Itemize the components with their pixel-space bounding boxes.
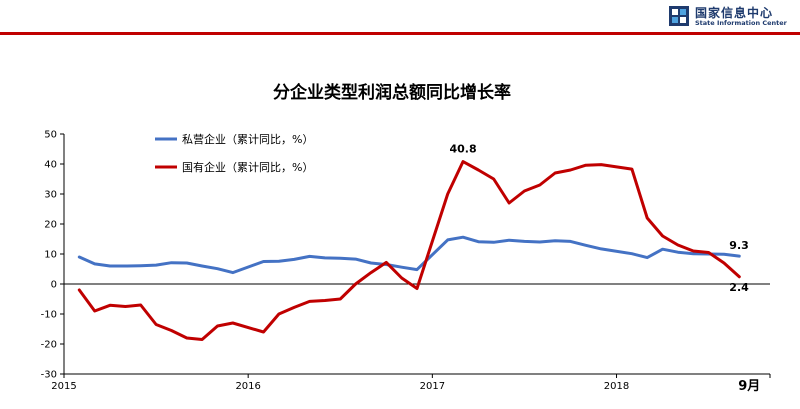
y-tick-label: -10 [41, 310, 57, 321]
series-line-private [77, 235, 741, 275]
series-group [77, 160, 741, 341]
state-info-center-logo-icon [669, 6, 689, 26]
logo-text-en: State Information Center [695, 19, 787, 27]
y-tick-label: 30 [44, 190, 57, 201]
x-tick-label: 2017 [420, 381, 445, 392]
x-tick-label: 2015 [51, 381, 76, 392]
y-tick-label: 10 [44, 250, 57, 261]
y-tick-label: 20 [44, 220, 57, 231]
y-tick-label: -30 [41, 370, 57, 381]
legend: 私营企业（累计同比，%） 国有企业（累计同比，%） [155, 132, 313, 174]
series-line-state [77, 160, 741, 341]
end-month-label: 9月 [738, 379, 760, 394]
y-tick-label: -20 [41, 340, 57, 351]
legend-label: 私营企业（累计同比，%） [182, 132, 313, 146]
legend-label: 国有企业（累计同比，%） [182, 160, 313, 174]
state-end-label: 2.4 [729, 281, 749, 294]
chart-title: 分企业类型利润总额同比增长率 [273, 82, 511, 103]
x-tick-label: 2016 [235, 381, 260, 392]
y-tick-label: 0 [51, 280, 57, 291]
data-labels: 9.3 2.4 40.8 [449, 143, 749, 294]
x-tick-label: 2018 [604, 381, 629, 392]
header-accent-line [0, 32, 800, 35]
y-tick-label: 40 [44, 160, 57, 171]
logo-text-cn: 国家信息中心 [695, 6, 774, 20]
private-end-label: 9.3 [729, 239, 749, 252]
y-tick-label: 50 [44, 130, 57, 141]
header-bar [0, 0, 800, 30]
logo: 国家信息中心 State Information Center [668, 3, 798, 31]
state-peak-label: 40.8 [449, 143, 476, 156]
